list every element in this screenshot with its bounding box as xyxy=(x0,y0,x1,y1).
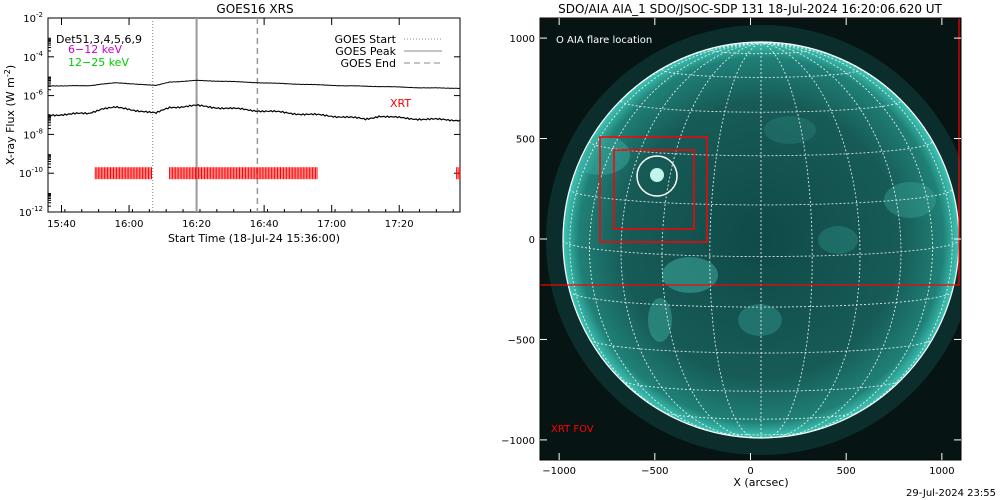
goes-ytick-base: 10 xyxy=(23,14,36,25)
goes-xtick-label: 16:40 xyxy=(250,219,279,230)
goes-xtick-label: 16:00 xyxy=(115,219,144,230)
grid-latitude-line xyxy=(621,380,901,392)
goes-ytick-exponent: -12 xyxy=(32,205,43,213)
goes-ylabel-main: X-ray Flux (W m xyxy=(4,77,17,165)
goes-xtick-label: 15:40 xyxy=(47,219,76,230)
flare-bright-spot xyxy=(650,168,664,182)
legend-detectors: Det51,3,4,5,6,9 xyxy=(56,33,142,46)
xrt-label: XRT xyxy=(390,97,411,110)
grid-longitude-line xyxy=(760,42,813,438)
goes-ytick-label: 10-12 xyxy=(19,205,43,219)
goes-ytick-label: 10-8 xyxy=(23,127,43,141)
aia-yticks: 1000 500 0 −500 −1000 xyxy=(501,34,961,447)
aia-title: SDO/AIA AIA_1 SDO/JSOC-SDP 131 18-Jul-20… xyxy=(558,2,942,16)
xrt-fov-box-large xyxy=(540,18,960,286)
flare-location-circle xyxy=(636,155,678,197)
xrt-fov-box-medium xyxy=(599,136,708,243)
aia-xtick-label: 500 xyxy=(837,466,856,477)
aia-xtick-label: −500 xyxy=(641,466,668,477)
legend-goes-start-label: GOES Start xyxy=(335,33,397,46)
legend-goes-end-label: GOES End xyxy=(340,57,396,70)
goes-ylabel-exp: -2 xyxy=(3,69,12,77)
goes-ytick-exponent: -6 xyxy=(36,89,44,97)
footer-timestamp: 29-Jul-2024 23:55 xyxy=(906,488,996,499)
goes-ytick-exponent: -4 xyxy=(36,50,44,58)
goes-ytick-base: 10 xyxy=(19,169,32,180)
xrt-coverage-marks xyxy=(94,167,461,180)
legend-6-12kev: 6−12 keV xyxy=(68,43,122,56)
grid-latitude-line xyxy=(712,431,810,436)
grid-latitude-line xyxy=(569,291,953,308)
goes-xtick-label: 16:20 xyxy=(182,219,211,230)
aia-ytick-label: 1000 xyxy=(510,34,535,45)
aia-xlabel: X (arcsec) xyxy=(733,476,788,489)
goes-ylabel-close: ) xyxy=(4,65,17,69)
goes-ytick-base: 10 xyxy=(19,208,32,219)
xrt-fov-box-small xyxy=(613,149,695,230)
grid-longitude-line xyxy=(760,42,933,437)
aia-xtick-label: 0 xyxy=(747,466,753,477)
aia-ytick-label: 500 xyxy=(516,135,535,146)
goes-xlabel: Start Time (18-Jul-24 15:36:00) xyxy=(168,232,340,245)
goes-xtick-label: 17:20 xyxy=(385,219,414,230)
aia-xticks: −1000 −500 0 500 1000 xyxy=(542,18,955,477)
aia-xtick-label: −1000 xyxy=(542,466,576,477)
goes-xticks: 15:40 16:00 16:20 16:40 17:00 17:20 xyxy=(47,18,454,230)
goes-ytick-label: 10-6 xyxy=(23,89,43,103)
grid-longitude-line xyxy=(760,42,902,438)
goes-ylabel: X-ray Flux (W m-2) xyxy=(3,65,17,165)
goes-short-channel-curve xyxy=(48,103,461,122)
goes-ytick-base: 10 xyxy=(23,130,36,141)
aia-ytick-label: −500 xyxy=(508,335,535,346)
goes-ytick-base: 10 xyxy=(23,92,36,103)
goes-ytick-label: 10-10 xyxy=(19,166,43,180)
aia-ytick-label: 0 xyxy=(529,235,535,246)
grid-latitude-line xyxy=(569,188,953,206)
heliographic-grid xyxy=(563,42,959,438)
grid-latitude-line xyxy=(589,141,933,157)
aia-flare-legend: O AIA flare location xyxy=(556,35,652,46)
grid-longitude-line xyxy=(760,42,861,438)
aia-panel: SDO/AIA AIA_1 SDO/JSOC-SDP 131 18-Jul-20… xyxy=(501,2,962,489)
goes-long-channel-curve xyxy=(48,79,461,90)
grid-latitude-line xyxy=(663,411,859,420)
goes-ytick-exponent: -10 xyxy=(32,166,43,174)
xrt-fov-label: XRT FOV xyxy=(551,424,594,435)
svg-text:X-ray Flux (W m-2): X-ray Flux (W m-2) xyxy=(3,65,17,165)
aia-ytick-label: −1000 xyxy=(501,436,535,447)
grid-longitude-line xyxy=(589,42,762,437)
goes-ytick-exponent: -2 xyxy=(36,11,43,19)
grid-latitude-line xyxy=(620,100,902,113)
legend-goes-peak-label: GOES Peak xyxy=(335,45,396,58)
grid-longitude-line xyxy=(709,42,762,438)
grid-longitude-line xyxy=(620,42,762,438)
goes-ytick-label: 10-4 xyxy=(23,50,43,64)
grid-longitude-line xyxy=(661,42,762,438)
goes-xtick-label: 17:00 xyxy=(317,219,346,230)
goes-title: GOES16 XRS xyxy=(216,2,293,16)
goes-ytick-exponent: -8 xyxy=(36,127,43,135)
grid-latitude-line xyxy=(563,239,959,258)
grid-latitude-line xyxy=(589,339,933,354)
goes-ytick-label: 10-2 xyxy=(23,11,43,25)
grid-latitude-line xyxy=(709,49,813,55)
aia-xtick-label: 1000 xyxy=(929,466,954,477)
legend-12-25kev: 12−25 keV xyxy=(68,56,129,69)
goes-plot-frame xyxy=(47,17,461,213)
grid-latitude-line xyxy=(661,68,861,78)
goes-ytick-base: 10 xyxy=(23,53,36,64)
